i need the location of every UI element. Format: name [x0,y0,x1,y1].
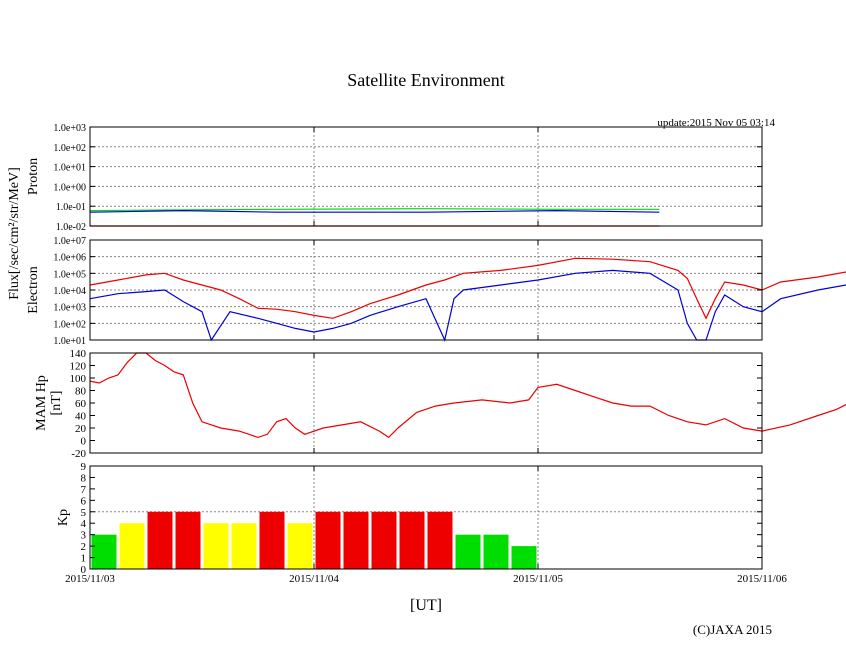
y-tick-label: 7 [81,484,87,496]
y-tick-label: 1.0e+00 [53,182,86,193]
y-tick-label: 6 [81,495,87,507]
y-tick-label: 9 [81,461,87,473]
y-tick-label: 5 [81,507,87,519]
kp-bar [259,511,285,569]
y-tick-label: 20 [75,423,87,435]
kp-bar [91,534,117,569]
series-electron-red [89,257,846,320]
y-tick-label: 120 [70,361,87,373]
kp-bar [455,534,481,569]
y-tick-label: 4 [81,518,87,530]
series-electron-blue [89,269,846,342]
kp-bar [203,523,229,569]
kp-bar [315,511,341,569]
y-tick-label: 1.0e+03 [53,303,86,314]
y-tick-label: 8 [81,472,87,484]
flux-axis-label: Flux[/sec/cm²/str/MeV] [7,167,22,300]
y-axis-unit: [nT] [49,391,64,416]
y-tick-label: 80 [75,386,87,398]
x-tick-label: 2015/11/05 [513,573,563,585]
y-tick-label: 1.0e+01 [53,336,86,347]
y-tick-label: 1.0e+02 [53,143,86,154]
update-timestamp: update:2015 Nov 05 03:14 [657,117,775,129]
series-magnetic-red [89,352,846,439]
kp-bar [119,523,145,569]
y-tick-label: 1.0e+04 [53,286,86,297]
panel-frame-magnetic [89,352,763,454]
y-axis-label: Proton [26,158,41,195]
y-tick-label: 40 [75,411,87,423]
x-tick-label: 2015/11/04 [289,573,339,585]
y-tick-label: 2 [81,541,87,553]
y-tick-label: 1.0e-02 [56,222,86,233]
kp-bar [231,523,257,569]
kp-bar [175,511,201,569]
series-proton-green [89,208,660,212]
y-tick-label: 1.0e+06 [53,253,86,264]
y-tick-label: -20 [71,448,86,460]
kp-bar [343,511,369,569]
y-tick-label: 1.0e+07 [53,236,86,247]
x-tick-label: 2015/11/03 [65,573,115,585]
kp-bar [427,511,453,569]
series-proton-blue [89,209,660,213]
y-axis-label: MAM Hp [34,375,49,431]
panels-group: 1.0e+03 1.0e+02 1.0e+01 1.0e+00 1.0e-01 1.0e-… [7,123,846,585]
y-tick-label: 1.0e+02 [53,319,86,330]
panel-frame-kp [89,465,763,570]
y-axis-label: Electron [26,266,41,313]
kp-bar [511,546,537,569]
y-tick-label: 60 [75,398,87,410]
y-tick-label: 0 [81,436,87,448]
kp-bar [147,511,173,569]
chart-title: Satellite Environment [347,70,504,90]
y-tick-label: 100 [70,373,87,385]
y-tick-label: 3 [81,530,87,542]
x-axis-label: [UT] [410,597,442,614]
y-tick-label: 1.0e+01 [53,163,86,174]
kp-bar [287,523,313,569]
panel-frame-proton [89,126,763,227]
y-tick-label: 0 [81,564,87,576]
y-axis-label: Kp [56,509,71,526]
kp-bar [399,511,425,569]
x-tick-label: 2015/11/06 [737,573,787,585]
copyright: (C)JAXA 2015 [693,622,772,637]
y-tick-label: 1.0e-01 [56,202,86,213]
y-tick-label: 1 [81,553,87,565]
y-tick-label: 1.0e+05 [53,269,86,280]
y-tick-label: 1.0e+03 [53,123,86,134]
y-tick-label: 140 [70,348,87,360]
kp-bar [371,511,397,569]
kp-bar [483,534,509,569]
